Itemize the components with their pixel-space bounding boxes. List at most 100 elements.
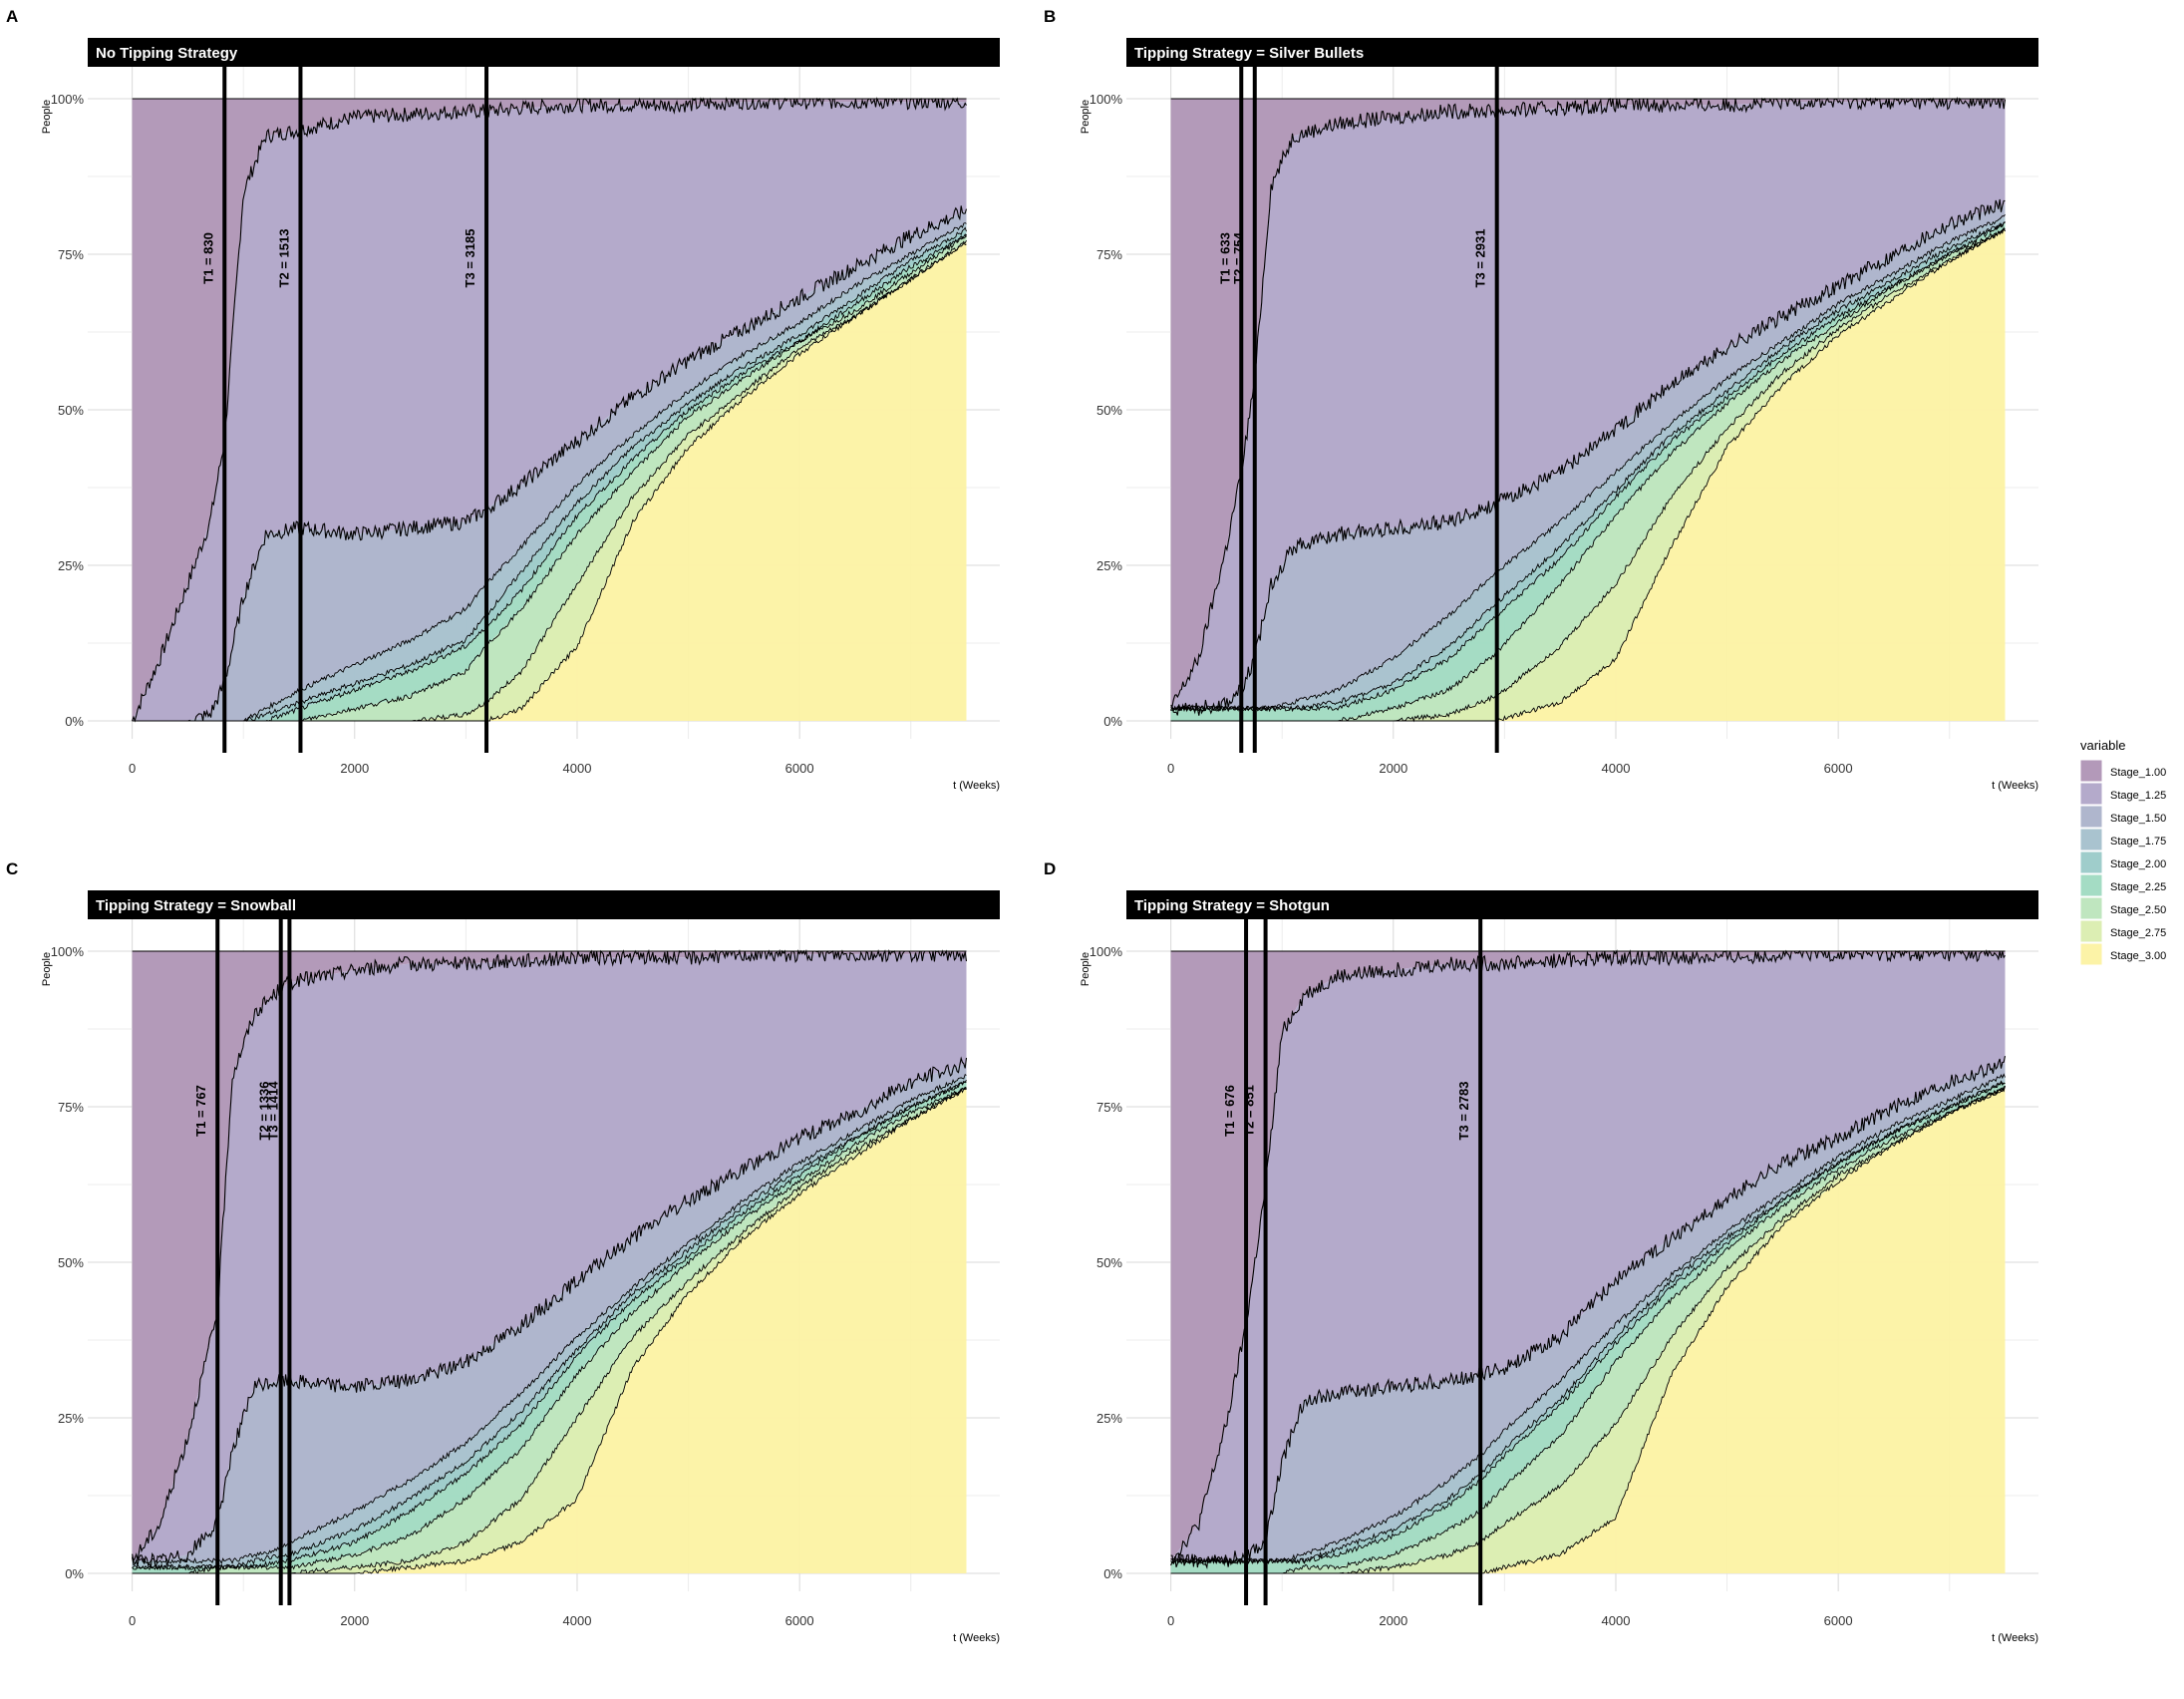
x-tick-label: 4000 bbox=[1602, 1613, 1631, 1628]
boundary-line bbox=[1170, 1085, 2006, 1574]
area-stage-2-00 bbox=[1170, 222, 2006, 709]
panel-b: B Tipping Strategy = Silver Bullets T1 = 6… bbox=[1044, 7, 2038, 792]
area-stage-2-25 bbox=[1170, 222, 2006, 722]
boundary-lines bbox=[1170, 949, 2007, 1574]
area-stage-1-75 bbox=[132, 222, 967, 722]
x-tick-label: 0 bbox=[129, 1613, 136, 1628]
boundary-line bbox=[1170, 213, 2006, 713]
legend-title: variable bbox=[2080, 738, 2126, 753]
tipping-label-t1: T1 = 633 bbox=[1217, 232, 1232, 284]
area-stage-1-00 bbox=[1170, 951, 2006, 1561]
y-tick-label: 25% bbox=[58, 558, 84, 573]
y-tick-label: 75% bbox=[1096, 1100, 1122, 1115]
y-tick-label: 0% bbox=[1103, 714, 1122, 729]
panel-d: D Tipping Strategy = Shotgun T1 = 676 T2 = … bbox=[1044, 859, 2038, 1644]
y-tick-label: 50% bbox=[1096, 403, 1122, 418]
legend-swatch bbox=[2079, 782, 2103, 806]
area-stage-2-50 bbox=[132, 235, 967, 722]
x-tick-label: 0 bbox=[129, 761, 136, 776]
area-stage-2-25 bbox=[132, 1082, 967, 1573]
x-axis-title: t (Weeks) bbox=[953, 780, 1000, 792]
panel-c: C Tipping Strategy = Snowball T1 = 767 T2 =… bbox=[6, 859, 1000, 1644]
y-tick-label: 100% bbox=[1090, 92, 1123, 107]
boundary-lines bbox=[132, 97, 968, 723]
area-stage-1-00 bbox=[132, 99, 967, 721]
area-stage-2-50 bbox=[1170, 229, 2006, 721]
area-stage-3-00 bbox=[1170, 229, 2006, 721]
panel-strip bbox=[88, 38, 1000, 67]
boundary-line bbox=[1170, 1055, 2007, 1570]
legend: variable Stage_1.00 Stage_1.25 Stage_1.50 St… bbox=[2079, 738, 2166, 966]
area-stage-2-00 bbox=[132, 1082, 967, 1567]
y-tick-label: 75% bbox=[58, 1100, 84, 1115]
boundary-line bbox=[1170, 220, 2006, 713]
legend-swatch bbox=[2079, 805, 2103, 829]
area-stage-1-25 bbox=[1170, 954, 2006, 1561]
y-tick-label: 25% bbox=[1096, 1411, 1122, 1426]
panel-strip bbox=[88, 890, 1000, 919]
x-tick-label: 4000 bbox=[563, 1613, 592, 1628]
area-stage-1-50 bbox=[1170, 204, 2006, 709]
legend-label: Stage_3.00 bbox=[2110, 950, 2166, 962]
panel-letter: A bbox=[6, 7, 18, 26]
boundary-line bbox=[132, 948, 968, 1563]
x-tick-label: 4000 bbox=[1602, 761, 1631, 776]
panel-title: Tipping Strategy = Snowball bbox=[96, 897, 296, 914]
legend-swatch bbox=[2079, 896, 2103, 920]
boundary-line bbox=[132, 226, 967, 722]
x-tick-label: 2000 bbox=[1379, 1613, 1407, 1628]
area-stage-1-50 bbox=[1170, 1063, 2006, 1561]
legend-label: Stage_1.50 bbox=[2110, 813, 2166, 825]
boundary-line bbox=[132, 233, 967, 722]
legend-swatch bbox=[2079, 759, 2103, 783]
legend-label: Stage_1.25 bbox=[2110, 790, 2166, 802]
tipping-label-t1: T1 = 830 bbox=[200, 232, 215, 284]
y-axis-title: People bbox=[1080, 100, 1092, 134]
stacked-areas bbox=[1170, 99, 2006, 722]
x-axis-title: t (Weeks) bbox=[1992, 780, 2038, 792]
boundary-line bbox=[1170, 198, 2006, 716]
y-tick-label: 75% bbox=[58, 247, 84, 262]
panel-title: Tipping Strategy = Shotgun bbox=[1134, 897, 1330, 914]
area-stage-3-00 bbox=[132, 1088, 967, 1573]
y-tick-label: 0% bbox=[65, 1566, 84, 1581]
legend-label: Stage_2.00 bbox=[2110, 858, 2166, 870]
y-tick-label: 75% bbox=[1096, 247, 1122, 262]
panel-strip bbox=[1126, 38, 2038, 67]
y-tick-label: 100% bbox=[1090, 944, 1123, 959]
boundary-line bbox=[132, 1080, 967, 1571]
boundary-lines bbox=[132, 948, 968, 1574]
area-stage-1-25 bbox=[1170, 102, 2006, 709]
area-stage-1-25 bbox=[132, 954, 967, 1561]
y-tick-label: 50% bbox=[58, 1255, 84, 1270]
legend-label: Stage_2.50 bbox=[2110, 904, 2166, 916]
boundary-line bbox=[1170, 1073, 2006, 1565]
boundary-line bbox=[132, 1086, 967, 1574]
y-tick-label: 100% bbox=[51, 92, 85, 107]
boundary-line bbox=[132, 222, 967, 722]
legend-label: Stage_1.00 bbox=[2110, 767, 2166, 779]
x-tick-label: 0 bbox=[1167, 1613, 1174, 1628]
x-axis-title: t (Weeks) bbox=[1992, 1632, 2038, 1644]
legend-swatch bbox=[2079, 828, 2103, 851]
tipping-label-t3: T3 = 2783 bbox=[1456, 1082, 1471, 1141]
y-tick-label: 25% bbox=[58, 1411, 84, 1426]
y-tick-label: 100% bbox=[51, 944, 85, 959]
tipping-label-t2: T2 = 1336 bbox=[257, 1082, 272, 1141]
boundary-line bbox=[132, 205, 968, 722]
boundary-line bbox=[1170, 226, 2006, 722]
y-axis-title: People bbox=[41, 100, 53, 134]
x-tick-label: 2000 bbox=[340, 761, 369, 776]
y-tick-label: 0% bbox=[1103, 1566, 1122, 1581]
panel-letter: D bbox=[1044, 859, 1056, 878]
y-axis-title: People bbox=[1080, 952, 1092, 986]
legend-label: Stage_2.75 bbox=[2110, 927, 2166, 939]
x-tick-label: 6000 bbox=[785, 761, 814, 776]
panel-strip bbox=[1126, 890, 2038, 919]
boundary-lines bbox=[1170, 96, 2007, 723]
boundary-line bbox=[1170, 949, 2006, 1566]
legend-label: Stage_2.25 bbox=[2110, 881, 2166, 893]
x-axis-title: t (Weeks) bbox=[953, 1632, 1000, 1644]
panel-title: No Tipping Strategy bbox=[96, 45, 238, 62]
